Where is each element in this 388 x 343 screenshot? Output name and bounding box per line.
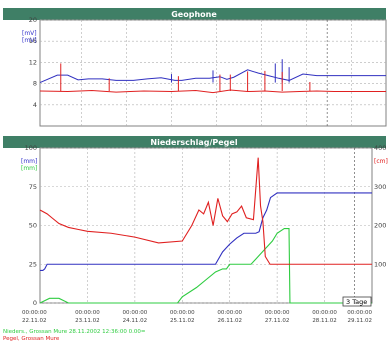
niederschlag-series-line: [40, 192, 372, 272]
niederschlag-x-tick-time: 00:00:00: [312, 310, 337, 316]
niederschlag-y-unit-1: [mm]: [21, 158, 37, 165]
geophone-y-tick-label: 8: [33, 80, 37, 88]
niederschlag-y-tick-label: 0: [33, 299, 37, 307]
niederschlag-y-ticks-right: 400 300 200 100: [374, 144, 386, 268]
niederschlag-x-tick-time: 00:00:00: [265, 310, 290, 316]
niederschlag-x-tick-date: 24.11.02: [123, 318, 148, 324]
niederschlag-y-ticks-left: 100 75 50 25 0: [25, 144, 37, 307]
niederschlag-y-tick-label: 50: [29, 222, 37, 230]
niederschlag-y2-tick-label: 200: [374, 222, 386, 230]
geophone-y-unit-2: [mV]: [22, 37, 37, 44]
niederschlag-x-tick-time: 00:00:00: [347, 310, 372, 316]
niederschlag-y-unit-2: [mm]: [21, 165, 37, 172]
niederschlag-x-tick-time: 00:00:00: [123, 310, 148, 316]
geophone-series: [39, 59, 386, 94]
geophone-y-tick-label: 16: [29, 37, 37, 45]
niederschlag-x-ticks: 00:00:00 22.11.02 00:00:00 23.11.02 00:00:00…: [22, 310, 372, 324]
niederschlag-x-tick-date: 22.11.02: [22, 318, 47, 324]
niederschlag-x-tick-time: 00:00:00: [75, 310, 100, 316]
footer-legend-line-1: Nieders., Grossan Mure 28.11.2002 12:36:…: [3, 329, 146, 335]
niederschlag-y-tick-label: 100: [25, 144, 37, 152]
niederschlag-y2-unit: [cm]: [374, 158, 388, 165]
range-box[interactable]: [342, 296, 372, 307]
geophone-y-unit-1: [mV]: [22, 30, 37, 37]
niederschlag-y2-tick-label: 300: [374, 183, 386, 191]
geophone-series-line: [39, 69, 386, 83]
niederschlag-y-tick-label: 75: [29, 183, 37, 191]
niederschlag-y2-tick-label: 400: [374, 144, 386, 152]
niederschlag-x-tick-time: 00:00:00: [170, 310, 195, 316]
niederschlag-title-bar: [3, 136, 386, 148]
footer-legend-line-2: Pegel, Grossan Mure: [3, 336, 60, 342]
niederschlag-y2-tick-label: 100: [374, 260, 386, 268]
geophone-title: Geophone: [171, 10, 217, 19]
niederschlag-series-line: [39, 157, 372, 265]
niederschlag-x-tick-date: 27.11.02: [265, 318, 290, 324]
range-box-label[interactable]: 3 Tage: [346, 298, 367, 306]
niederschlag-x-tick-date: 23.11.02: [75, 318, 100, 324]
geophone-y-tick-label: 4: [33, 101, 37, 109]
geophone-title-bar: [3, 8, 386, 20]
geophone-y-tick-label: 12: [29, 58, 37, 66]
niederschlag-x-tick-date: 29.11.02: [348, 318, 373, 324]
niederschlag-panel: Niederschlag/Pegel 100 75 50 25 0 400 300 200 1…: [3, 136, 388, 324]
geophone-y-ticks: 20 16 12 8 4: [29, 16, 37, 109]
geophone-panel: Geophone 20 16 12 8 4 [mV] [mV]: [3, 8, 387, 127]
niederschlag-title: Niederschlag/Pegel: [150, 138, 237, 147]
niederschlag-x-tick-date: 25.11.02: [170, 318, 195, 324]
niederschlag-y-tick-label: 25: [29, 260, 37, 268]
niederschlag-series: [39, 157, 372, 304]
geophone-series-line: [39, 89, 386, 94]
geophone-grid: [40, 19, 386, 126]
niederschlag-series-line: [39, 228, 372, 304]
niederschlag-x-tick-time: 00:00:00: [217, 310, 242, 316]
niederschlag-x-tick-time: 00:00:00: [22, 310, 47, 316]
niederschlag-x-tick-date: 26.11.02: [217, 318, 242, 324]
geophone-y-tick-label: 20: [29, 16, 37, 24]
niederschlag-x-tick-date: 28.11.02: [312, 318, 337, 324]
